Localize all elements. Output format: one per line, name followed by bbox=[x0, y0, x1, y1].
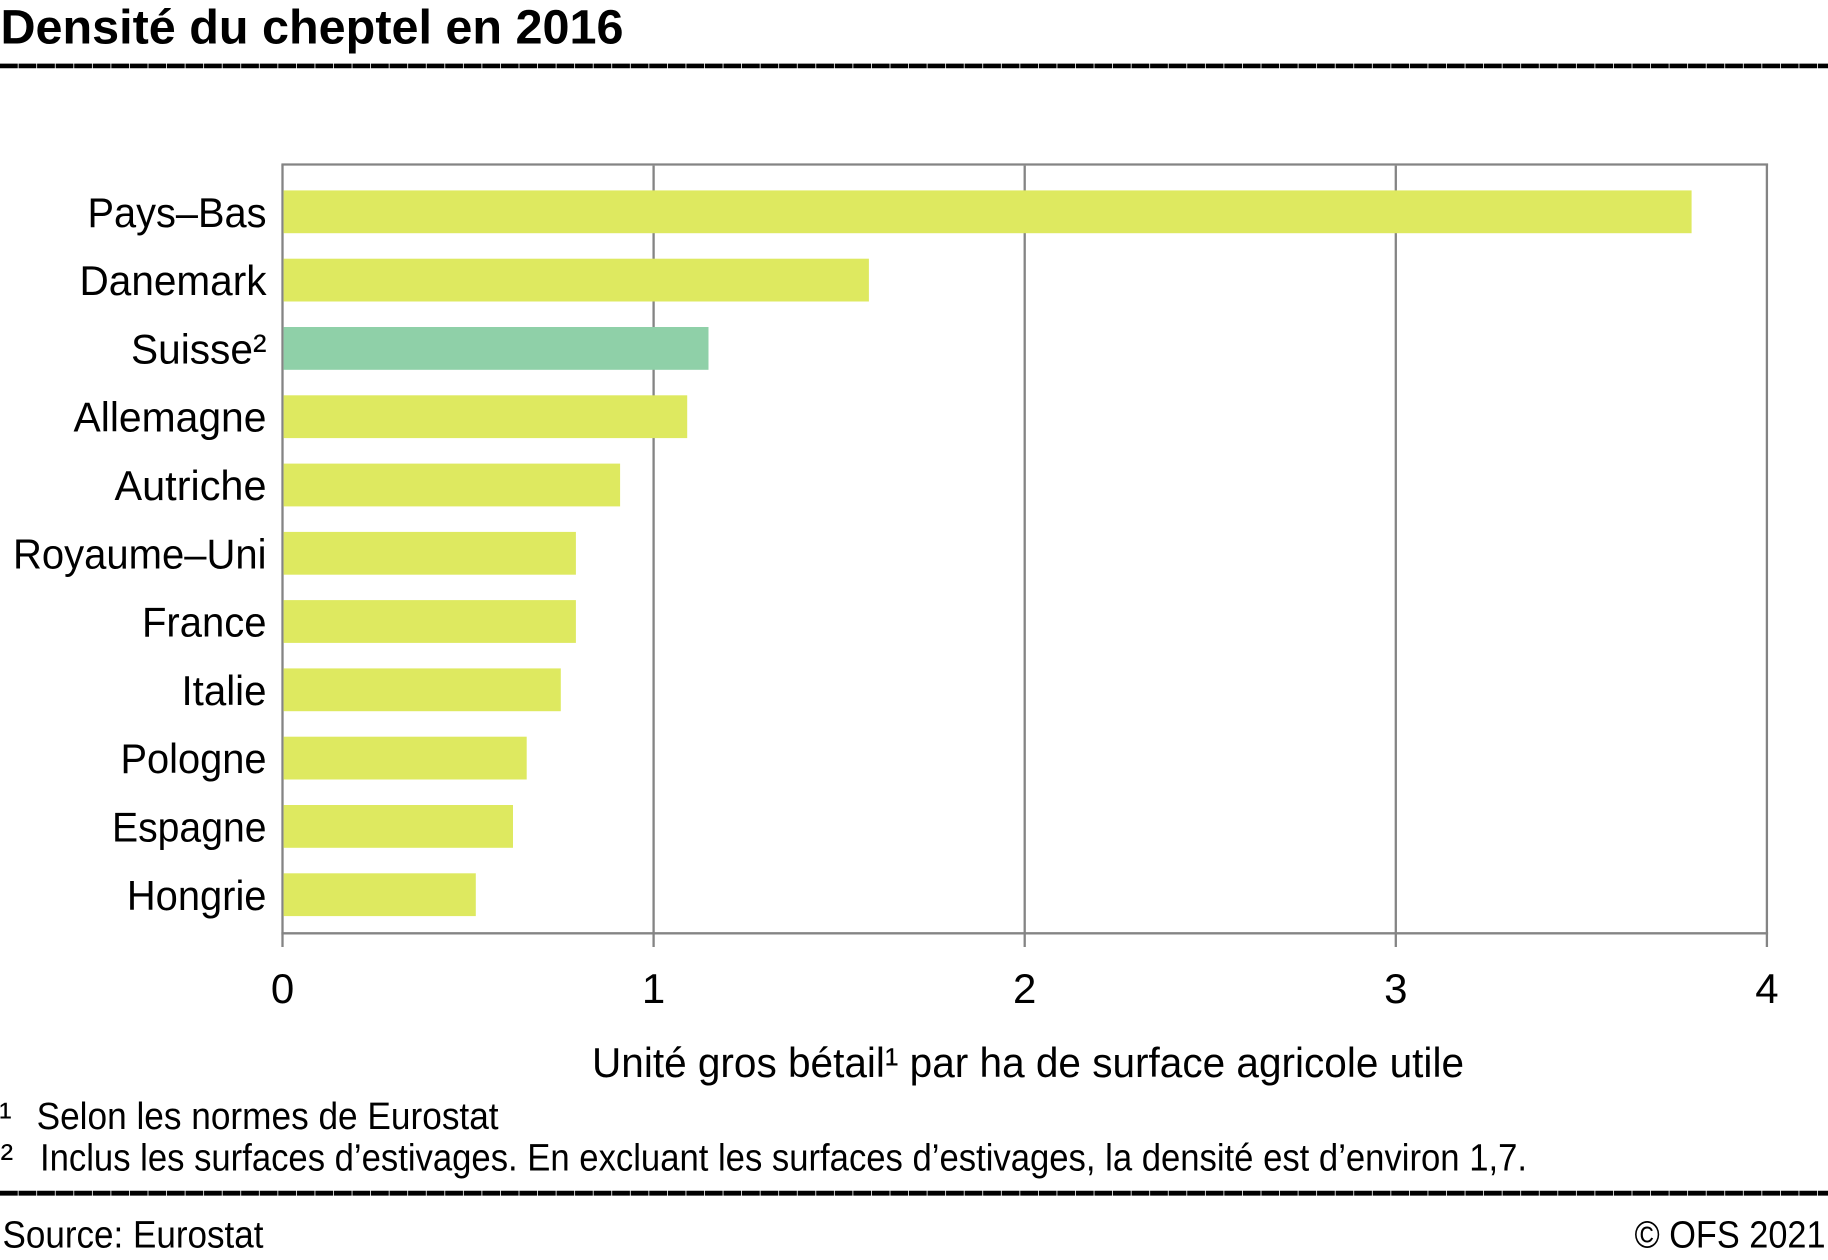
svg-text:Pologne: Pologne bbox=[121, 735, 267, 782]
svg-text:Unité gros bétail¹ par ha de s: Unité gros bétail¹ par ha de surface agr… bbox=[592, 1039, 1464, 1086]
svg-text:2: 2 bbox=[1013, 965, 1036, 1012]
svg-text:Hongrie: Hongrie bbox=[127, 872, 267, 919]
svg-text:Royaume–Uni: Royaume–Uni bbox=[13, 530, 267, 577]
svg-text:© OFS 2021: © OFS 2021 bbox=[1635, 1215, 1826, 1257]
svg-text:1: 1 bbox=[642, 965, 665, 1012]
svg-text:Source: Eurostat: Source: Eurostat bbox=[3, 1215, 264, 1257]
svg-text:Danemark: Danemark bbox=[80, 257, 268, 304]
svg-text:Inclus les surfaces d’estivage: Inclus les surfaces d’estivages. En excl… bbox=[40, 1138, 1527, 1180]
svg-text:Suisse²: Suisse² bbox=[131, 325, 267, 372]
svg-text:²: ² bbox=[1, 1138, 14, 1180]
svg-text:Densité du cheptel en 2016: Densité du cheptel en 2016 bbox=[1, 2, 624, 55]
svg-text:0: 0 bbox=[271, 965, 294, 1012]
svg-text:¹: ¹ bbox=[0, 1096, 12, 1138]
svg-text:Espagne: Espagne bbox=[112, 804, 267, 851]
svg-text:Selon les normes de Eurostat: Selon les normes de Eurostat bbox=[37, 1096, 499, 1138]
svg-text:France: France bbox=[142, 599, 267, 646]
svg-text:4: 4 bbox=[1755, 965, 1778, 1012]
svg-text:Allemagne: Allemagne bbox=[74, 394, 267, 441]
svg-text:Italie: Italie bbox=[182, 667, 267, 714]
svg-text:Pays–Bas: Pays–Bas bbox=[88, 189, 267, 236]
svg-text:Autriche: Autriche bbox=[115, 462, 267, 509]
svg-text:3: 3 bbox=[1384, 965, 1407, 1012]
